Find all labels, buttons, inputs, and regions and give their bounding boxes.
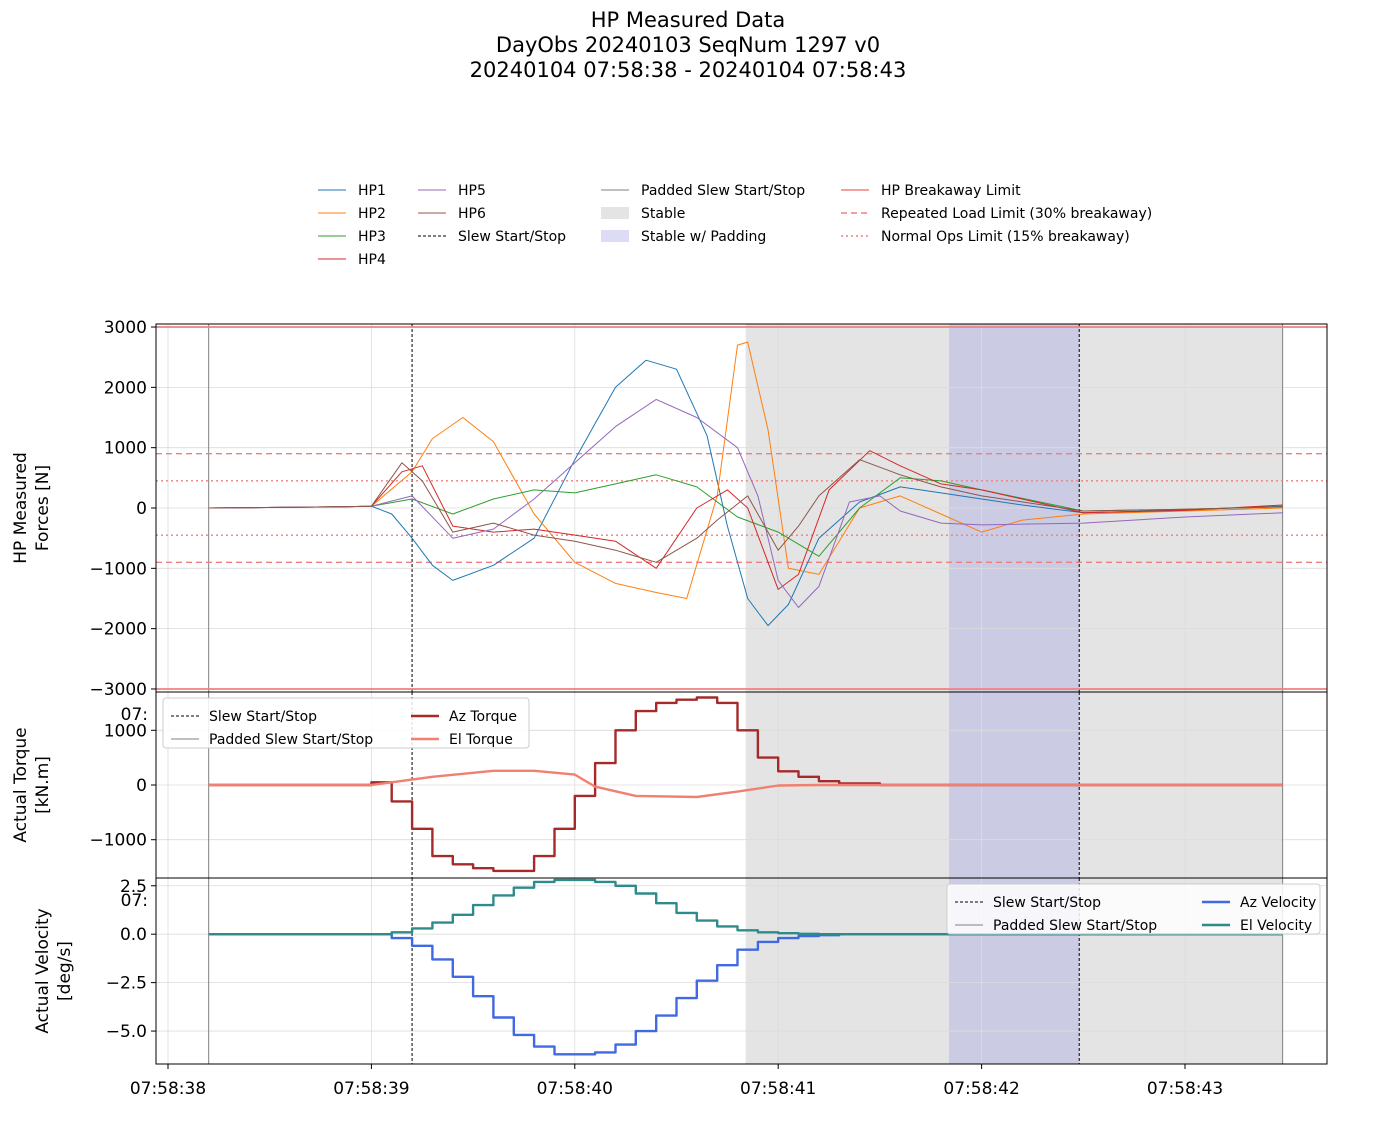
title-line-2: DayObs 20240103 SeqNum 1297 v0 [495, 33, 881, 57]
y-tick-label: −5.0 [106, 1022, 147, 1042]
y-tick-label: 3000 [104, 318, 147, 338]
series-hp2 [208, 341, 1283, 599]
panel-torque: 1000 0 −1000 07: Actual Torque [kN.m] [11, 691, 1328, 879]
y-tick-label: −3000 [89, 680, 147, 700]
legend-box [946, 883, 1321, 935]
y-axis-label: Actual Torque [11, 727, 31, 842]
y-axis-label: Actual Velocity [33, 908, 53, 1033]
legend-label: HP6 [458, 206, 486, 222]
y-tick-label: 2.5 [120, 877, 147, 897]
top-legend: HP1 HP2 HP3 HP4 HP5 HP6 Slew Start/Stop Padded … [318, 183, 1152, 268]
legend-label: Az Velocity [1240, 895, 1316, 911]
legend-label: Stable w/ Padding [641, 229, 766, 245]
series-az-torque [208, 696, 1283, 873]
legend-box [162, 697, 530, 749]
legend-label: HP1 [358, 183, 386, 199]
series-hp1 [208, 359, 1283, 627]
y-axis-label: [deg/s] [55, 941, 75, 1001]
legend-label: Padded Slew Start/Stop [641, 183, 805, 199]
legend-label: Slew Start/Stop [993, 895, 1101, 911]
legend-label: Slew Start/Stop [458, 229, 566, 245]
x-tick-label: 07:58:39 [333, 1079, 409, 1099]
x-tick-label: 07:58:41 [740, 1079, 816, 1099]
axes-frame [155, 877, 1328, 1065]
stray-tick-label: 07: [121, 891, 148, 911]
stray-tick-label: 07: [121, 705, 148, 725]
legend-label: Slew Start/Stop [209, 709, 317, 725]
x-tick-label: 07:58:38 [130, 1079, 206, 1099]
legend-label: Repeated Load Limit (30% breakaway) [881, 206, 1152, 222]
title-line-3: 20240104 07:58:38 - 20240104 07:58:43 [469, 58, 907, 82]
legend-swatch [601, 207, 629, 219]
y-tick-label: −1000 [89, 831, 147, 851]
series-hp6 [208, 459, 1283, 563]
y-tick-label: −2.5 [106, 974, 147, 994]
legend-label: HP Breakaway Limit [881, 183, 1021, 199]
y-axis-label: HP Measured [11, 452, 31, 563]
velocity-legend: Slew Start/Stop Padded Slew Start/Stop Az … [946, 883, 1321, 935]
y-tick-label: −2000 [89, 620, 147, 640]
legend-label: Normal Ops Limit (15% breakaway) [881, 229, 1130, 245]
panel-forces-plot-area [156, 324, 1327, 692]
y-tick-label: 1000 [104, 439, 147, 459]
x-tick-label: 07:58:42 [943, 1079, 1019, 1099]
legend-label: Stable [641, 206, 685, 222]
legend-label: El Torque [449, 732, 513, 748]
y-tick-label: 2000 [104, 378, 147, 398]
legend-label: Padded Slew Start/Stop [209, 732, 373, 748]
legend-label: HP3 [358, 229, 386, 245]
legend-label: El Velocity [1240, 918, 1312, 934]
y-axis-label: Forces [N] [33, 465, 53, 551]
series-el-velocity [208, 878, 1283, 936]
legend-swatch [601, 230, 629, 242]
series-el-torque [208, 769, 1283, 799]
legend-label: Az Torque [449, 709, 517, 725]
title-line-1: HP Measured Data [590, 8, 786, 32]
y-tick-label: 0 [136, 776, 147, 796]
y-tick-label: 0 [136, 499, 147, 519]
series-az-velocity [208, 933, 1283, 1056]
legend-label: HP2 [358, 206, 386, 222]
x-tick-label: 07:58:40 [537, 1079, 613, 1099]
series-hp3 [208, 474, 1283, 557]
series-hp4 [208, 450, 1283, 590]
legend-label: HP5 [458, 183, 486, 199]
legend-label: Padded Slew Start/Stop [993, 918, 1157, 934]
y-axis-label: [kN.m] [33, 756, 53, 814]
legend-label: HP4 [358, 252, 386, 268]
y-tick-label: 0.0 [120, 925, 147, 945]
torque-legend: Slew Start/Stop Padded Slew Start/Stop Az … [162, 697, 530, 749]
y-tick-label: 1000 [104, 721, 147, 741]
x-tick-label: 07:58:43 [1147, 1079, 1223, 1099]
series-hp5 [208, 398, 1283, 608]
y-tick-label: −1000 [89, 559, 147, 579]
panel-torque-plot-area [156, 692, 1327, 878]
panel-forces: 3000 2000 1000 0 −1000 −2000 −3000 HP Measured F… [11, 318, 1328, 700]
